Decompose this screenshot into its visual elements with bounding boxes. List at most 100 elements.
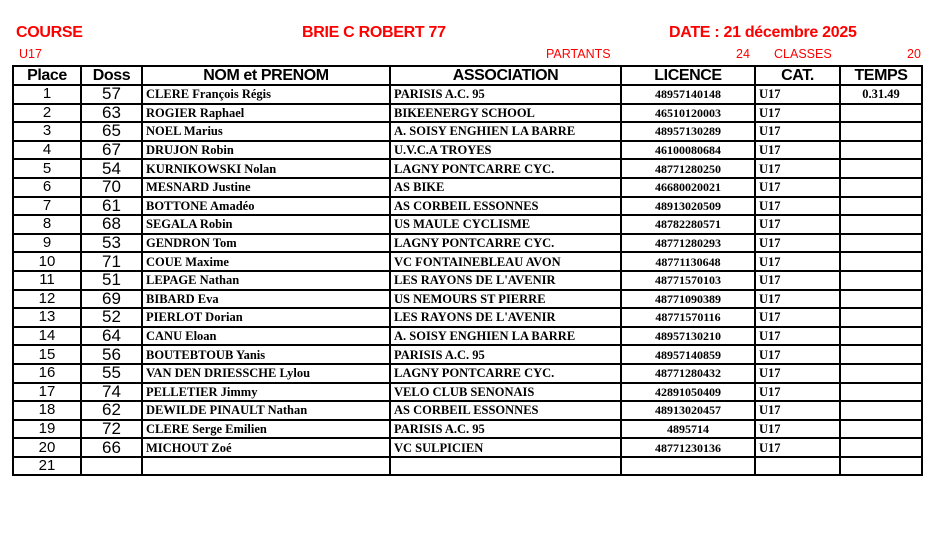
cat-cell: U17	[754, 140, 841, 161]
licence-cell: 48771570103	[620, 270, 756, 291]
cat-cell: U17	[754, 289, 841, 310]
cat-cell: U17	[754, 196, 841, 217]
header-row: Place Doss NOM et PRENOM ASSOCIATION LIC…	[12, 65, 923, 86]
table-row: 8 68 SEGALA Robin US MAULE CYCLISME 48782280…	[12, 214, 923, 235]
association-cell: U.V.C.A TROYES	[389, 140, 622, 161]
association-cell: BIKEENERGY SCHOOL	[389, 103, 622, 124]
table-row: 17 74 PELLETIER Jimmy VELO CLUB SENONAIS 428…	[12, 382, 923, 403]
association-cell: LES RAYONS DE L'AVENIR	[389, 270, 622, 291]
name-cell: BOTTONE Amadéo	[141, 196, 391, 217]
name-cell: CLERE Serge Emilien	[141, 419, 391, 440]
place-cell: 11	[12, 270, 82, 291]
name-cell: PIERLOT Dorian	[141, 307, 391, 328]
place-cell: 9	[12, 233, 82, 254]
name-cell: SEGALA Robin	[141, 214, 391, 235]
name-cell: KURNIKOWSKI Nolan	[141, 158, 391, 179]
place-cell: 18	[12, 400, 82, 421]
category-label: U17	[19, 47, 42, 61]
name-cell: CLERE François Régis	[141, 84, 391, 105]
cat-cell: U17	[754, 400, 841, 421]
time-cell	[839, 158, 923, 179]
table-row: 2 63 ROGIER Raphael BIKEENERGY SCHOOL 465101…	[12, 103, 923, 124]
association-cell: AS CORBEIL ESSONNES	[389, 400, 622, 421]
time-cell	[839, 121, 923, 142]
time-cell	[839, 363, 923, 384]
place-cell: 10	[12, 251, 82, 272]
name-cell: PELLETIER Jimmy	[141, 382, 391, 403]
licence-cell: 46510120003	[620, 103, 756, 124]
doss-cell: 52	[80, 307, 143, 328]
cat-cell: U17	[754, 419, 841, 440]
licence-cell: 48957140859	[620, 344, 756, 365]
licence-cell: 48913020509	[620, 196, 756, 217]
table-row: 3 65 NOEL Marius A. SOISY ENGHIEN LA BARRE 4…	[12, 121, 923, 142]
licence-cell: 48957140148	[620, 84, 756, 105]
col-name: NOM et PRENOM	[141, 65, 391, 86]
table-row: 5 54 KURNIKOWSKI Nolan LAGNY PONTCARRE CYC.…	[12, 158, 923, 179]
licence-cell: 48771280293	[620, 233, 756, 254]
table-row: 9 53 GENDRON Tom LAGNY PONTCARRE CYC. 487712…	[12, 233, 923, 254]
doss-cell: 66	[80, 437, 143, 458]
doss-cell: 57	[80, 84, 143, 105]
table-row: 7 61 BOTTONE Amadéo AS CORBEIL ESSONNES 4891…	[12, 196, 923, 217]
table-row: 15 56 BOUTEBTOUB Yanis PARISIS A.C. 95 48957…	[12, 344, 923, 365]
licence-cell: 48782280571	[620, 214, 756, 235]
licence-cell: 42891050409	[620, 382, 756, 403]
table-row: 21	[12, 456, 923, 477]
time-cell	[839, 103, 923, 124]
doss-cell: 67	[80, 140, 143, 161]
name-cell: COUE Maxime	[141, 251, 391, 272]
name-cell: CANU Eloan	[141, 326, 391, 347]
association-cell: A. SOISY ENGHIEN LA BARRE	[389, 121, 622, 142]
place-cell: 14	[12, 326, 82, 347]
race-date: DATE : 21 décembre 2025	[669, 24, 857, 41]
time-cell	[839, 344, 923, 365]
table-row: 18 62 DEWILDE PINAULT Nathan AS CORBEIL ESS…	[12, 400, 923, 421]
col-licence: LICENCE	[620, 65, 756, 86]
place-cell: 5	[12, 158, 82, 179]
time-cell	[839, 382, 923, 403]
table-row: 4 67 DRUJON Robin U.V.C.A TROYES 46100080684…	[12, 140, 923, 161]
cat-cell: U17	[754, 177, 841, 198]
cat-cell: U17	[754, 270, 841, 291]
cat-cell: U17	[754, 382, 841, 403]
place-cell: 8	[12, 214, 82, 235]
cat-cell: U17	[754, 251, 841, 272]
licence-cell: 48957130210	[620, 326, 756, 347]
name-cell: DEWILDE PINAULT Nathan	[141, 400, 391, 421]
time-cell: 0.31.49	[839, 84, 923, 105]
association-cell: PARISIS A.C. 95	[389, 344, 622, 365]
place-cell: 4	[12, 140, 82, 161]
doss-cell: 72	[80, 419, 143, 440]
doss-cell: 65	[80, 121, 143, 142]
association-cell: US NEMOURS ST PIERRE	[389, 289, 622, 310]
cat-cell: U17	[754, 84, 841, 105]
place-cell: 13	[12, 307, 82, 328]
time-cell	[839, 177, 923, 198]
association-cell: AS CORBEIL ESSONNES	[389, 196, 622, 217]
table-row: 12 69 BIBARD Eva US NEMOURS ST PIERRE 487710…	[12, 289, 923, 310]
partants-count: 24	[736, 47, 750, 61]
table-row: 19 72 CLERE Serge Emilien PARISIS A.C. 95 48…	[12, 419, 923, 440]
place-cell: 6	[12, 177, 82, 198]
doss-cell: 62	[80, 400, 143, 421]
licence-cell: 48771130648	[620, 251, 756, 272]
place-cell: 20	[12, 437, 82, 458]
time-cell	[839, 233, 923, 254]
doss-cell: 63	[80, 103, 143, 124]
table-row: 6 70 MESNARD Justine AS BIKE 46680020021 U17	[12, 177, 923, 198]
doss-cell: 56	[80, 344, 143, 365]
cat-cell: U17	[754, 214, 841, 235]
time-cell	[839, 251, 923, 272]
cat-cell	[754, 456, 841, 477]
time-cell	[839, 196, 923, 217]
time-cell	[839, 419, 923, 440]
time-cell	[839, 289, 923, 310]
place-cell: 17	[12, 382, 82, 403]
doss-cell: 74	[80, 382, 143, 403]
cat-cell: U17	[754, 121, 841, 142]
race-name: BRIE C ROBERT 77	[302, 24, 446, 41]
place-cell: 19	[12, 419, 82, 440]
doss-cell: 51	[80, 270, 143, 291]
table-row: 11 51 LEPAGE Nathan LES RAYONS DE L'AVENIR 4…	[12, 270, 923, 291]
